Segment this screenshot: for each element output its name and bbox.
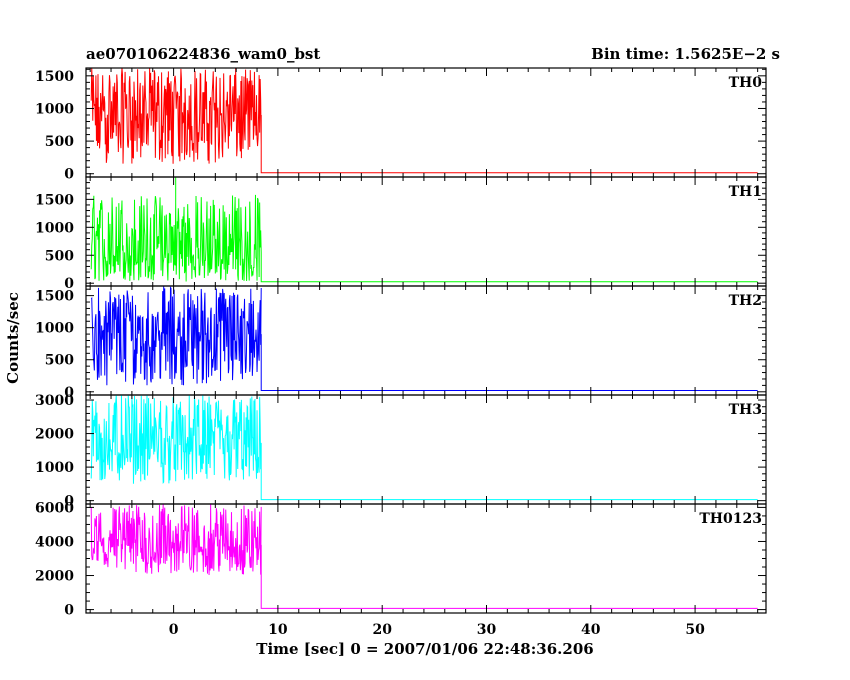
y-tick-label: 2000 <box>35 427 74 443</box>
y-tick-label: 1000 <box>35 460 74 476</box>
series-label-th3: TH3 <box>729 402 762 418</box>
y-tick-label: 3000 <box>35 393 74 409</box>
series-th0123-line <box>90 504 758 609</box>
panels: 0 500 1000 1500 TH0 0 500 1000 1500 TH1 0 500 1000 15… <box>35 67 767 619</box>
y-tick-label: 500 <box>45 353 74 369</box>
x-tick-label: 30 <box>477 622 497 638</box>
series-th0-line <box>90 68 758 174</box>
x-tick-label: 10 <box>268 622 288 638</box>
series-label-th1: TH1 <box>729 184 762 200</box>
x-axis-label: Time [sec] 0 = 2007/01/06 22:48:36.206 <box>256 640 593 658</box>
y-tick-label: 4000 <box>35 534 74 550</box>
y-tick-label: 0 <box>64 276 74 292</box>
y-tick-label: 0 <box>64 603 74 619</box>
series-th3-line <box>90 395 758 501</box>
x-axis: 0 10 20 30 40 50 <box>169 622 705 638</box>
series-th1-line <box>90 177 758 283</box>
x-tick-label: 50 <box>685 622 705 638</box>
series-label-th2: TH2 <box>729 293 762 309</box>
y-tick-label: 0 <box>64 494 74 510</box>
x-tick-label: 40 <box>581 622 601 638</box>
x-tick-label: 0 <box>169 622 179 638</box>
y-axis-label: Counts/sec <box>4 292 22 384</box>
y-tick-label: 1000 <box>35 321 74 337</box>
object-name: ae070106224836_wam0_bst <box>86 45 320 63</box>
panel-th0: 0 500 1000 1500 TH0 <box>35 67 767 183</box>
y-tick-label: 1000 <box>35 220 74 236</box>
bin-time: Bin time: 1.5625E−2 s <box>591 45 780 63</box>
y-tick-label: 2000 <box>35 569 74 585</box>
y-tick-label: 1500 <box>35 69 74 85</box>
x-tick-label: 20 <box>372 622 392 638</box>
panel-th1: 0 500 1000 1500 TH1 <box>35 176 767 292</box>
y-tick-label: 500 <box>45 134 74 150</box>
y-tick-label: 500 <box>45 248 74 264</box>
panel-th3: 0 1000 2000 3000 TH3 <box>35 393 767 510</box>
y-tick-label: 1500 <box>35 192 74 208</box>
y-tick-label: 1500 <box>35 289 74 305</box>
series-label-th0: TH0 <box>729 75 763 91</box>
y-tick-label: 6000 <box>35 500 74 516</box>
y-tick-label: 0 <box>64 385 74 401</box>
y-tick-label: 0 <box>64 167 74 183</box>
y-tick-label: 1000 <box>35 101 74 117</box>
panel-th0123: 0 2000 4000 6000 TH0123 <box>35 500 767 619</box>
panel-th2: 0 500 1000 1500 TH2 <box>35 285 767 401</box>
series-th2-line <box>90 286 758 392</box>
series-label-th0123: TH0123 <box>699 511 762 527</box>
